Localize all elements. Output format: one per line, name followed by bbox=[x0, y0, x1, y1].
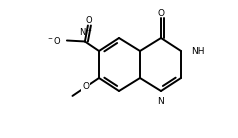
Text: N: N bbox=[158, 97, 164, 106]
Text: O: O bbox=[82, 82, 89, 91]
Text: O: O bbox=[86, 16, 92, 25]
Text: O: O bbox=[158, 9, 164, 18]
Text: $^-$O: $^-$O bbox=[46, 35, 62, 46]
Text: N$^+$: N$^+$ bbox=[79, 27, 93, 39]
Text: NH: NH bbox=[191, 47, 204, 55]
